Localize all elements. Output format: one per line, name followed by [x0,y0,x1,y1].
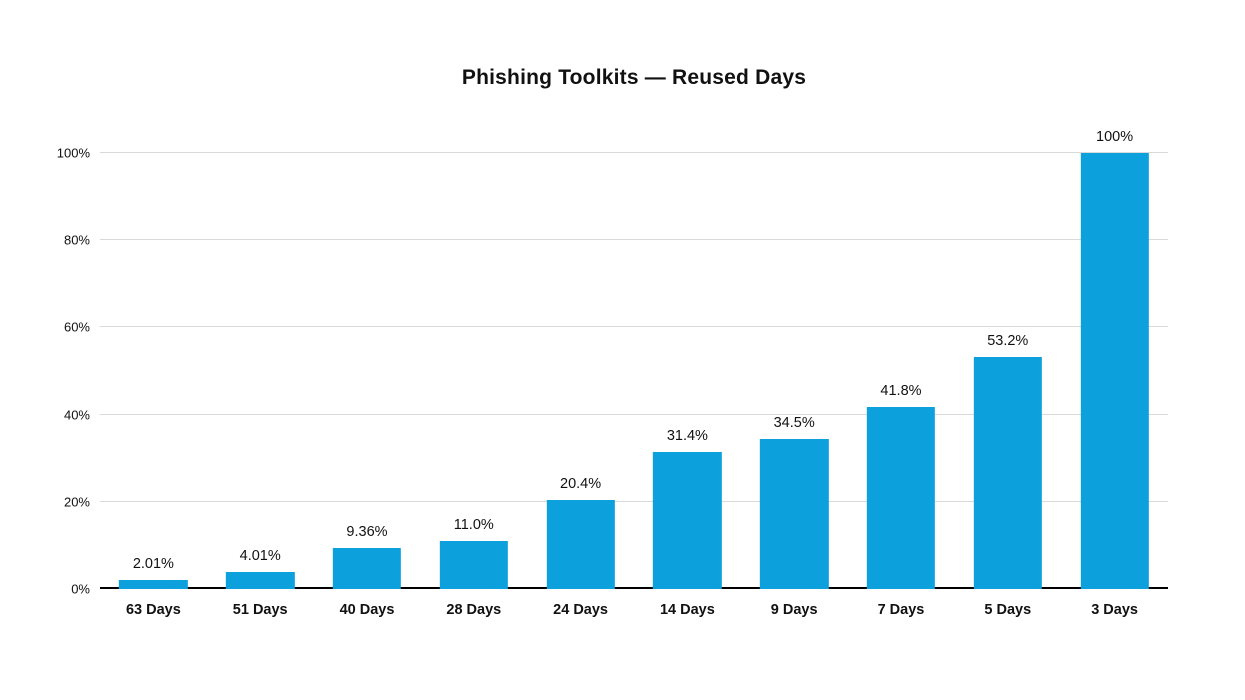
gridline [100,326,1168,328]
bar [439,541,508,589]
y-axis-tick-label: 0% [71,581,90,597]
bar-value-label: 11.0% [453,517,494,534]
bar [546,500,615,589]
bar-value-label: 53.2% [987,333,1029,350]
bar-value-label: 34.5% [773,414,815,431]
y-axis-labels: 0% 20% 40% 60% 80% 100% [0,146,90,597]
bar-slot: 9.36% 40 Days [314,153,421,618]
x-axis-label: 63 Days [125,602,181,618]
y-axis-tick-label: 40% [63,407,90,423]
chart-title: Phishing Toolkits — Reused Days [461,66,807,89]
bar-slot: 11.0% 28 Days [420,153,527,618]
y-axis-tick-label: 20% [63,494,90,510]
gridline [100,239,1168,241]
x-axis-label: 51 Days [232,602,288,618]
bar [332,548,402,589]
bar [119,580,188,589]
bar-value-label: 100% [1096,129,1134,145]
bar [760,438,829,589]
bar-slot: 100% 3 Days [1061,129,1168,618]
bar-slot: 41.8% 7 Days [848,153,955,618]
x-axis-label: 9 Days [770,602,818,618]
y-axis-tick-label: 60% [63,319,90,335]
gridline [100,413,1168,415]
bar-slot: 2.01% 63 Days [100,153,207,618]
bars-container: 2.01% 63 Days 4.01% 51 Days 9.36% 40 Days 11.0… [100,129,1168,618]
bar-slot: 53.2% 5 Days [954,153,1061,618]
x-axis-label: 3 Days [1091,602,1138,618]
x-axis-label: 14 Days [659,602,715,618]
bar-value-label: 9.36% [346,524,388,541]
x-axis-label: 40 Days [339,602,395,618]
gridline [100,152,1168,153]
bar [973,357,1042,589]
bar-value-label: 2.01% [132,556,174,573]
x-axis-label: 5 Days [984,602,1032,618]
plot-area: 2.01% 63 Days 4.01% 51 Days 9.36% 40 Days 11.0… [100,129,1168,618]
bar [1080,153,1149,589]
x-axis-baseline [100,587,1168,589]
bar [866,406,936,589]
bar [226,571,295,589]
x-axis-label: 24 Days [553,602,608,618]
bar-slot: 4.01% 51 Days [207,153,314,618]
bar-slot: 31.4% 14 Days [634,153,741,618]
bar [653,452,722,589]
bar-value-label: 4.01% [239,547,281,564]
bar-value-label: 41.8% [880,382,922,399]
y-axis-tick-label: 80% [63,232,90,248]
bar-value-label: 20.4% [560,476,602,493]
gridline [100,500,1168,502]
y-axis-tick-label: 100% [56,145,90,161]
x-axis-label: 7 Days [877,602,925,618]
x-axis-label: 28 Days [446,602,502,618]
bar-slot: 34.5% 9 Days [741,153,848,618]
bar-value-label: 31.4% [666,428,708,445]
bar-slot: 20.4% 24 Days [527,153,634,618]
